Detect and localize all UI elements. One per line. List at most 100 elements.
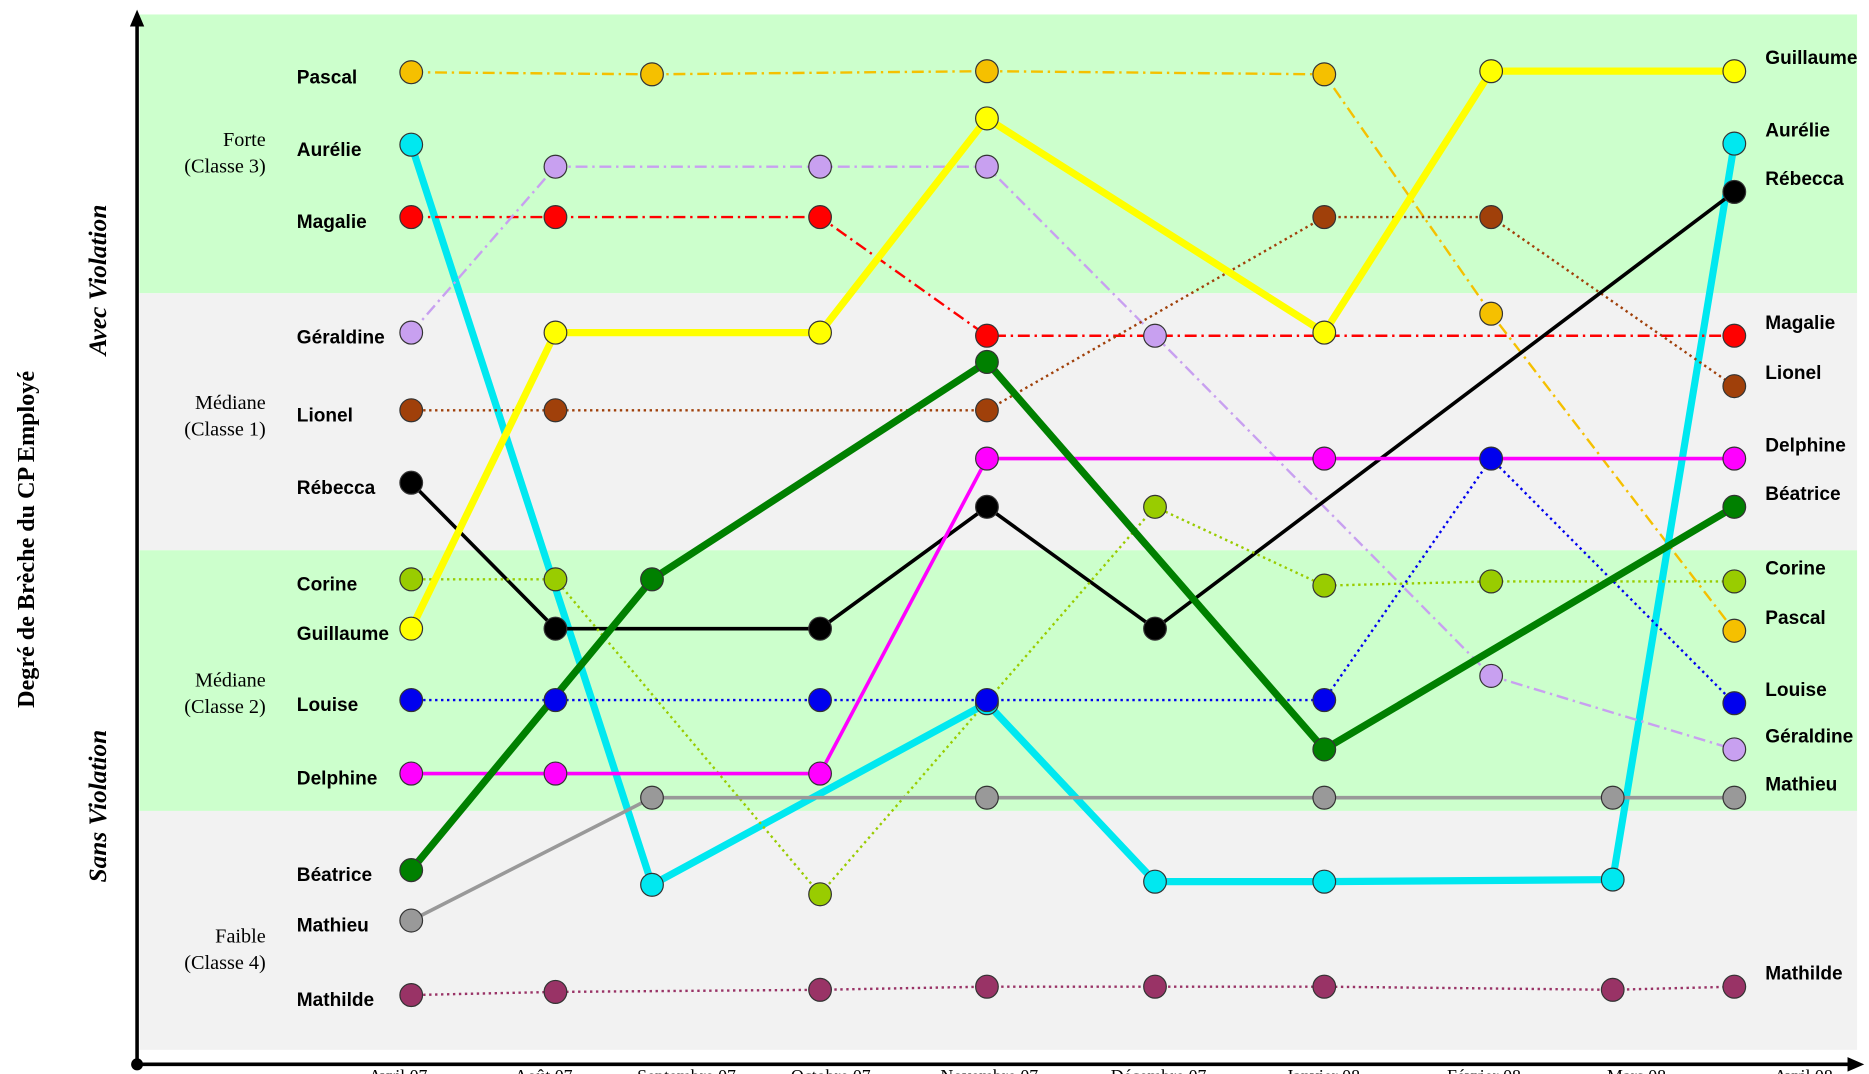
point: [1479, 569, 1504, 594]
point: [1722, 323, 1747, 348]
band-label: Faible: [215, 925, 266, 947]
series-line: [410, 795, 1735, 923]
point: [1312, 205, 1337, 230]
point: [975, 323, 999, 348]
point: [399, 858, 424, 883]
point: [975, 154, 999, 179]
origin: [131, 1058, 144, 1071]
point: [543, 567, 568, 592]
left-label: Rébecca: [297, 478, 376, 499]
point: [1722, 131, 1747, 156]
point: [808, 761, 832, 786]
point: [1479, 446, 1504, 471]
x-tick-label: Avril 07: [369, 1066, 428, 1074]
point: [1143, 494, 1167, 519]
point: [1600, 977, 1625, 1002]
right-label: Louise: [1765, 680, 1827, 701]
point: [399, 908, 424, 933]
point: [399, 398, 424, 423]
point: [640, 567, 664, 592]
point: [1143, 323, 1167, 348]
point: [543, 154, 568, 179]
left-label: Louise: [297, 695, 359, 716]
point: [543, 205, 568, 230]
x-tick-label: Décembre 07: [1111, 1066, 1207, 1074]
point: [1479, 663, 1504, 688]
band-label: Médiane: [195, 669, 266, 691]
point: [1600, 785, 1625, 810]
point: [399, 205, 424, 230]
point: [975, 398, 999, 423]
point: [1312, 446, 1337, 471]
point: [543, 616, 568, 641]
point: [1143, 974, 1167, 999]
left-label: Delphine: [297, 769, 378, 790]
point: [975, 59, 999, 84]
right-label: Géraldine: [1765, 726, 1853, 747]
point: [808, 616, 832, 641]
left-label: Lionel: [297, 405, 353, 426]
right-label: Mathieu: [1765, 775, 1837, 796]
point: [1312, 785, 1337, 810]
point: [1722, 494, 1747, 519]
point: [543, 398, 568, 423]
series-line: [411, 456, 1735, 776]
right-label: Rébecca: [1765, 169, 1844, 190]
point: [399, 687, 424, 713]
band-label: Médiane: [195, 392, 266, 414]
point: [399, 132, 424, 157]
left-label: Corine: [297, 574, 358, 595]
band-bg: [139, 293, 1858, 551]
zone-label: Avec Violation: [85, 205, 112, 358]
right-label: Delphine: [1765, 436, 1846, 457]
point: [543, 761, 568, 786]
point: [808, 687, 832, 713]
left-label: Magalie: [297, 212, 367, 233]
right-label: Mathilde: [1765, 964, 1843, 985]
x-tick-label: Janvier 08: [1286, 1066, 1360, 1074]
right-label: Lionel: [1765, 363, 1821, 384]
point: [1722, 179, 1747, 204]
point: [1143, 616, 1167, 641]
point: [808, 977, 832, 1002]
x-tick-label: Août 07: [514, 1066, 572, 1074]
right-label: Pascal: [1765, 608, 1825, 629]
band-label: (Classe 2): [184, 696, 266, 718]
point: [399, 761, 424, 786]
point: [399, 567, 424, 592]
right-label: Aurélie: [1765, 121, 1830, 142]
point: [1312, 869, 1337, 894]
point: [1312, 974, 1337, 999]
right-label: Magalie: [1765, 313, 1835, 334]
point: [640, 785, 664, 810]
point: [975, 446, 999, 471]
x-tick-label: Octobre 07: [791, 1066, 871, 1074]
band-label: (Classe 4): [184, 952, 266, 974]
point: [975, 349, 999, 375]
point: [1312, 737, 1337, 762]
point: [1722, 974, 1747, 999]
left-label: Géraldine: [297, 328, 385, 349]
point: [543, 979, 568, 1004]
point: [1722, 446, 1747, 471]
point: [808, 882, 832, 907]
point: [1312, 320, 1337, 345]
series-line: [411, 215, 1735, 412]
x-tick-label: Mars 08: [1607, 1066, 1666, 1074]
band-label: Forte: [223, 129, 266, 151]
x-tick-label: Février 08: [1447, 1066, 1521, 1074]
point: [1722, 785, 1747, 810]
arrow: [129, 9, 145, 27]
point: [399, 320, 424, 345]
point: [808, 154, 832, 179]
point: [640, 62, 664, 87]
point: [1312, 62, 1337, 87]
point: [399, 470, 424, 495]
point: [1722, 59, 1747, 84]
point: [1479, 59, 1504, 84]
zone-label: Sans Violation: [85, 730, 112, 883]
band-label: (Classe 1): [184, 418, 266, 440]
point: [1722, 618, 1747, 643]
point: [808, 320, 832, 345]
